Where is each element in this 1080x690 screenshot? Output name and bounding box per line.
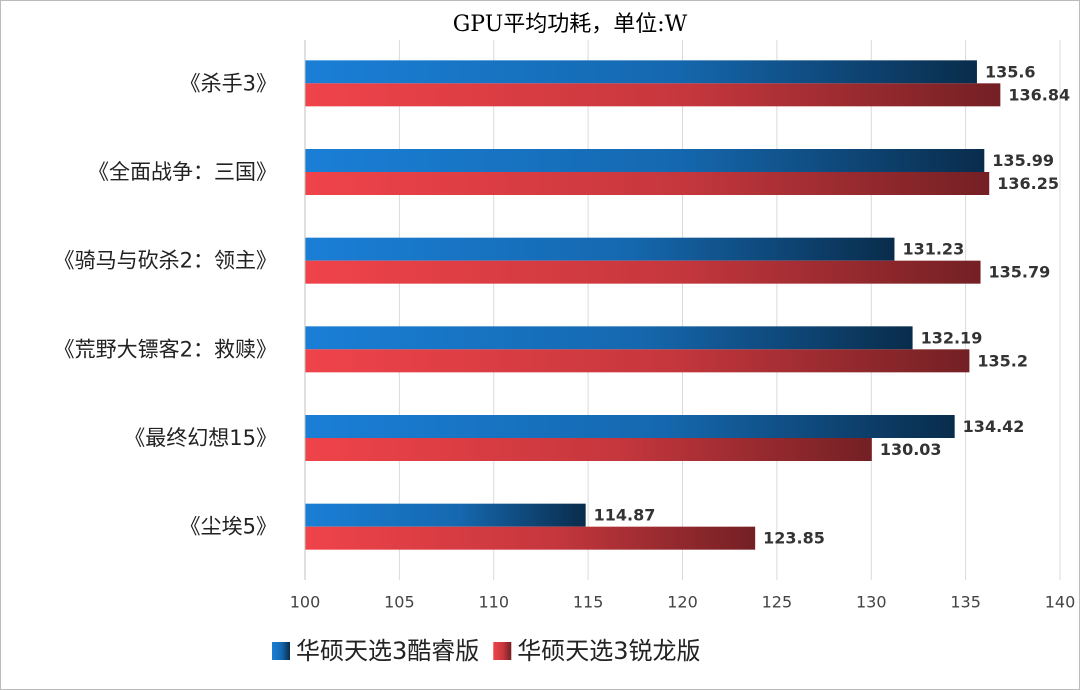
chart-title: GPU平均功耗，单位:W [453, 12, 688, 37]
data-label: 135.79 [989, 263, 1051, 282]
legend-swatch [493, 642, 512, 660]
x-tick-label: 135 [950, 593, 981, 612]
bar [305, 83, 1001, 107]
x-tick-label: 130 [856, 593, 887, 612]
bar [305, 260, 981, 284]
x-tick-label: 120 [667, 593, 698, 612]
x-tick-label: 140 [1045, 593, 1076, 612]
legend-swatch [272, 642, 290, 660]
bar [305, 149, 985, 172]
data-label: 131.23 [902, 240, 964, 259]
x-tick-label: 100 [290, 593, 321, 612]
data-label: 134.42 [963, 417, 1025, 436]
bar [305, 438, 872, 461]
legend-label: 华硕天选3锐龙版 [517, 637, 700, 665]
y-tick-label: 《杀手3》 [180, 71, 277, 95]
bar [305, 415, 955, 438]
data-label: 136.25 [997, 174, 1059, 193]
data-label: 136.84 [1008, 85, 1070, 104]
x-tick-label: 115 [573, 593, 604, 612]
bar [305, 237, 895, 261]
y-tick-label: 《全面战争：三国》 [88, 160, 277, 184]
y-tick-label: 《尘埃5》 [180, 515, 277, 539]
data-label: 130.03 [880, 440, 942, 459]
bar [305, 526, 756, 550]
data-label: 114.87 [594, 506, 656, 525]
data-label: 135.2 [977, 351, 1028, 370]
data-label: 135.6 [985, 62, 1036, 81]
x-tick-label: 105 [384, 593, 415, 612]
legend-label: 华硕天选3酷睿版 [296, 637, 479, 665]
data-label: 123.85 [763, 529, 825, 548]
bar [305, 172, 990, 195]
bar [305, 60, 977, 84]
y-tick-label: 《最终幻想15》 [124, 426, 277, 450]
x-tick-label: 125 [762, 593, 793, 612]
y-tick-label: 《骑马与砍杀2：领主》 [54, 249, 277, 273]
bar [305, 349, 970, 373]
data-label: 135.99 [992, 151, 1054, 170]
bar [305, 503, 586, 527]
bar [305, 326, 913, 350]
data-label: 132.19 [921, 328, 983, 347]
x-tick-label: 110 [478, 593, 509, 612]
y-tick-label: 《荒野大镖客2：救赎》 [54, 337, 277, 361]
